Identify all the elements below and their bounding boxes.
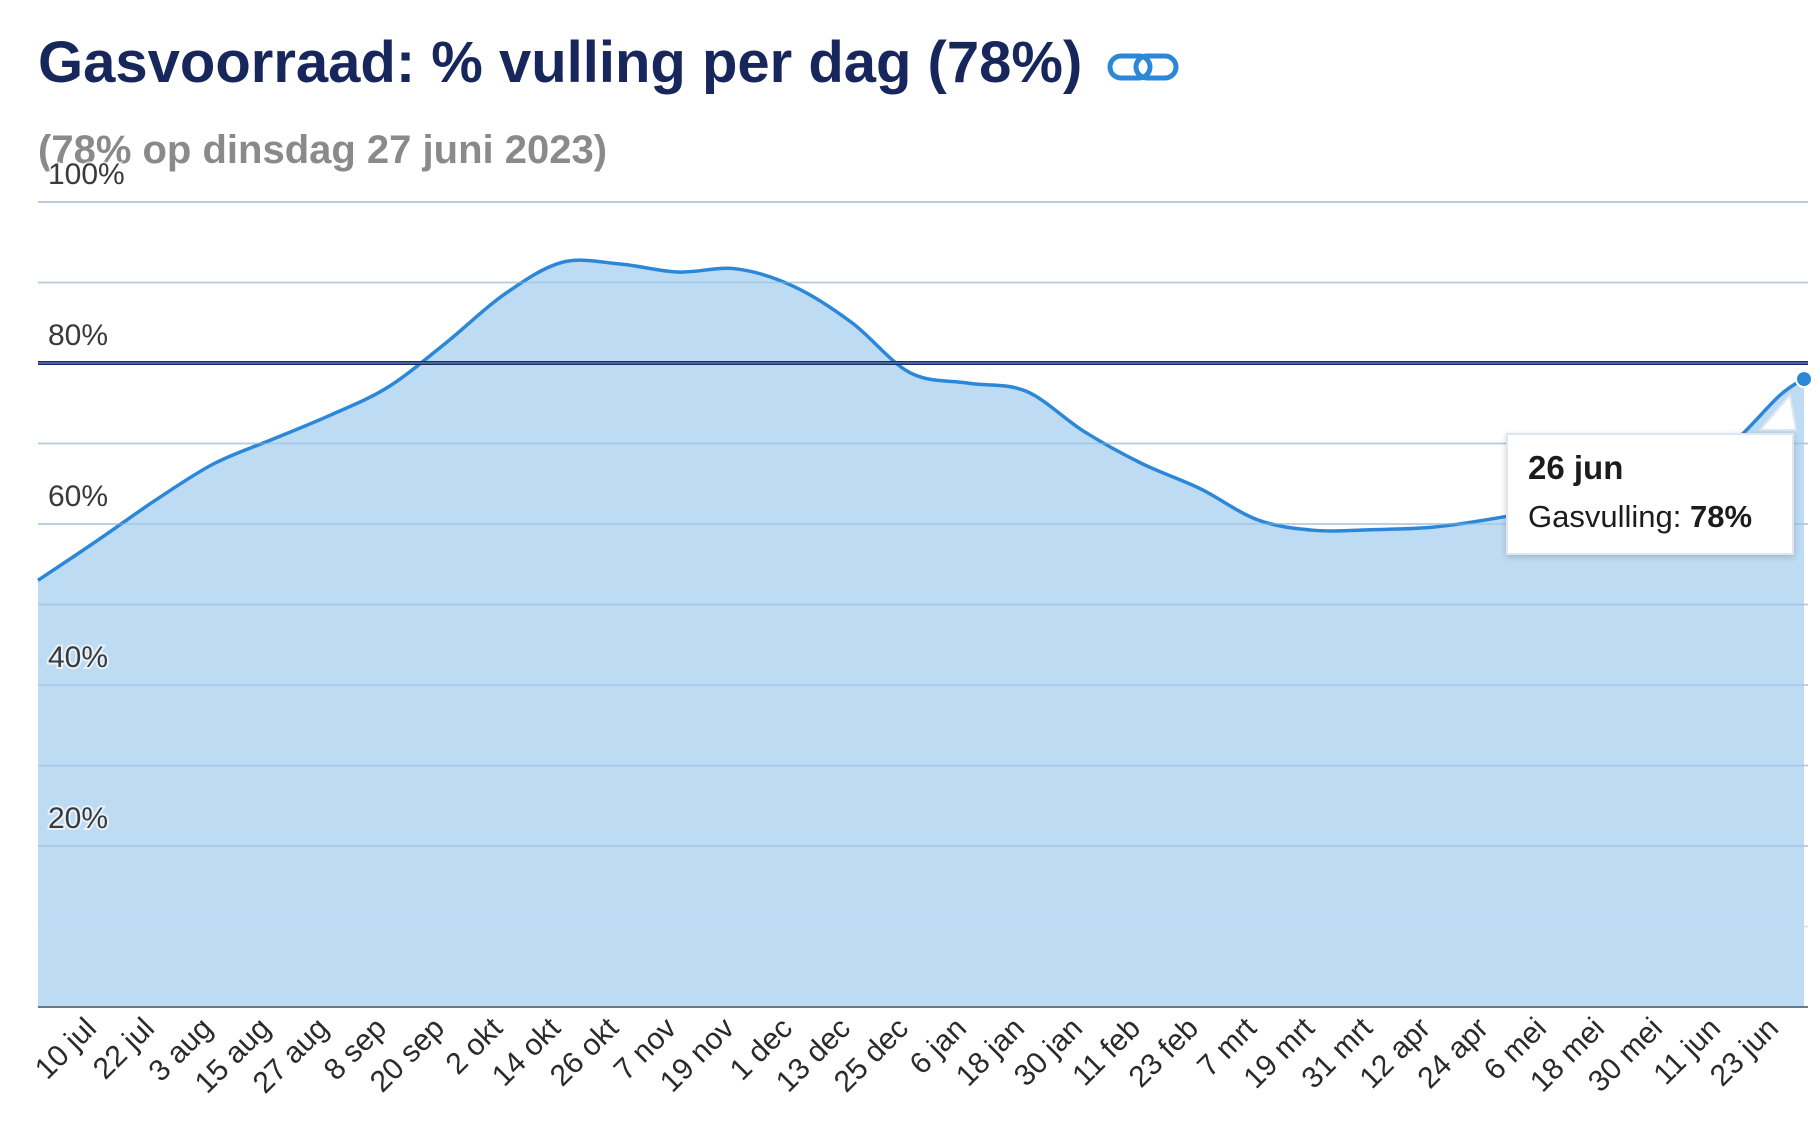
- chart-title: Gasvoorraad: % vulling per dag (78%): [38, 29, 1083, 95]
- link-icon[interactable]: [1106, 46, 1182, 86]
- y-tick-label: 60%: [48, 480, 108, 513]
- tooltip: 26 jun Gasvulling: 78%: [1506, 433, 1794, 555]
- y-tick-label: 80%: [48, 319, 108, 352]
- y-tick-label: 20%: [48, 802, 108, 835]
- x-tick-label: 26 okt: [544, 1011, 626, 1093]
- area-fill: [38, 260, 1804, 1007]
- tooltip-date: 26 jun: [1528, 449, 1624, 486]
- tooltip-line: Gasvulling: 78%: [1528, 499, 1772, 535]
- marker-layer: [1757, 370, 1813, 431]
- chart-subtitle: (78% op dinsdag 27 juni 2023): [38, 128, 608, 172]
- x-tick-label: 22 jul: [87, 1012, 161, 1086]
- y-tick-label: 40%: [48, 641, 108, 674]
- y-axis-labels: 20% 40% 60% 80% 100%: [46, 156, 127, 837]
- x-tick-label: 23 jun: [1704, 1012, 1785, 1093]
- tooltip-pointer: [1757, 392, 1798, 431]
- title-row: Gasvoorraad: % vulling per dag (78%): [38, 22, 1182, 102]
- tooltip-value: 78%: [1689, 499, 1753, 534]
- last-point-marker: [1795, 370, 1813, 389]
- tooltip-label: Gasvulling:: [1528, 499, 1690, 534]
- x-tick-label: 10 jul: [29, 1012, 103, 1086]
- y-tick-label: 100%: [48, 158, 125, 191]
